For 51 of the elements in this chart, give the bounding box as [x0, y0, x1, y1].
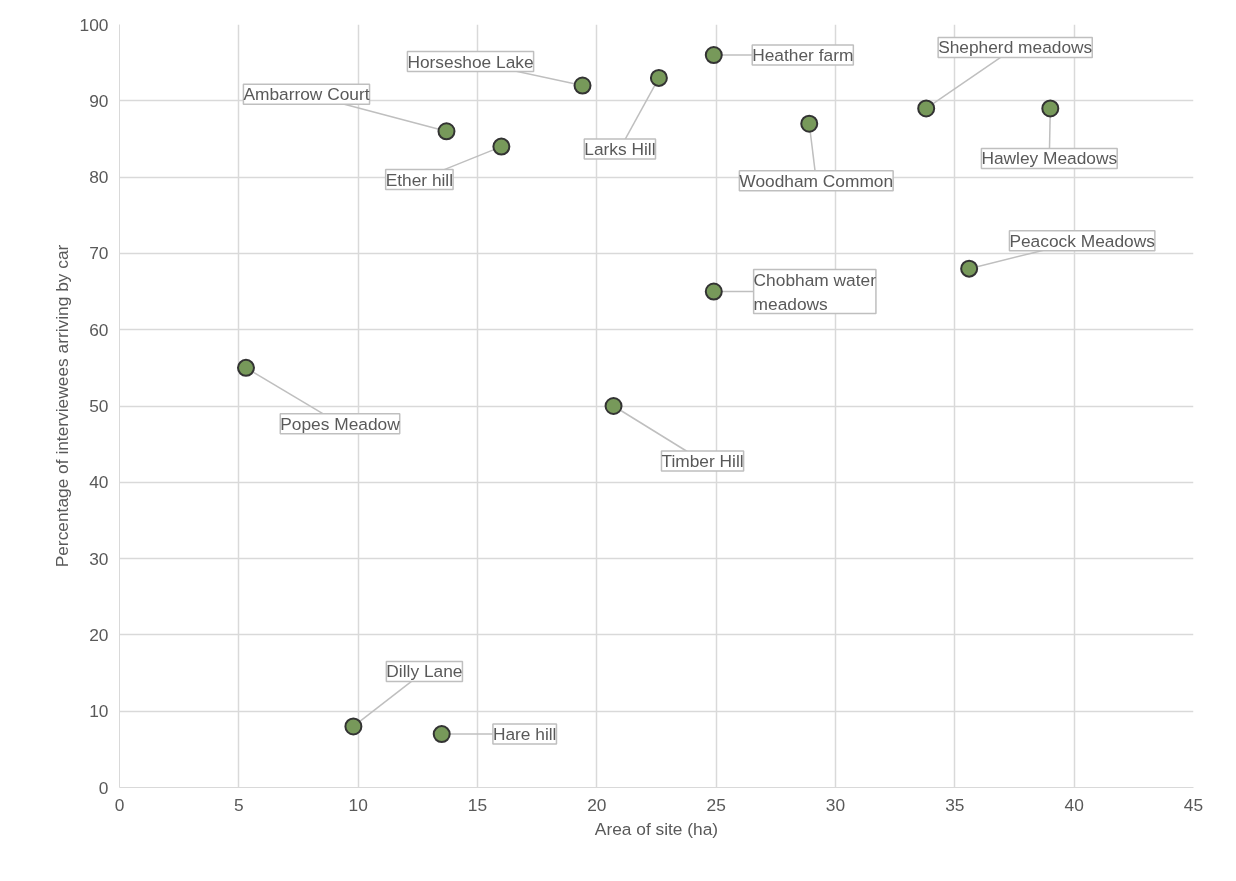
point	[649, 68, 668, 87]
point	[432, 725, 451, 744]
point	[960, 259, 979, 278]
annotation: Heather farm	[752, 45, 854, 66]
x-tick-label: 35	[945, 794, 965, 815]
x-tick-label: 15	[467, 794, 488, 815]
y-tick-label: 30	[89, 548, 109, 569]
annotation: Hawley Meadows	[981, 148, 1118, 169]
point	[800, 114, 819, 133]
annotation: Larks Hill	[584, 138, 656, 159]
x-tick-label: 10	[348, 794, 368, 815]
y-tick-label: 60	[89, 319, 109, 340]
annotation: Dilly Lane	[386, 661, 463, 682]
point	[917, 99, 936, 118]
x-tick-label: 45	[1183, 794, 1204, 815]
x-tick-label: 20	[587, 794, 607, 815]
point	[604, 397, 623, 415]
annotation: Peacock Meadows	[1009, 230, 1156, 251]
y-tick-label: 0	[98, 777, 109, 798]
y-tick-label: 70	[89, 243, 109, 264]
annotation: Chobham water meadows	[753, 269, 877, 314]
x-tick-label: 0	[114, 794, 125, 815]
y-tick-label: 80	[89, 167, 109, 188]
annotation: Woodham Common	[739, 170, 894, 191]
point	[492, 137, 511, 156]
point	[704, 282, 723, 301]
x-tick-label: 5	[234, 794, 244, 815]
annotation: Ether hill	[385, 169, 454, 190]
annotation: Hare hill	[492, 724, 557, 745]
point	[1041, 99, 1060, 118]
x-tick-label: 40	[1064, 794, 1084, 815]
y-tick-label: 10	[89, 701, 109, 722]
x-axis-title: Area of site (ha)	[594, 818, 719, 839]
annotation: Popes Meadow	[280, 413, 401, 434]
point	[236, 358, 255, 377]
y-tick-label: 50	[89, 396, 109, 416]
y-axis-title: Percentage of interviewees arriving by car	[51, 244, 72, 568]
x-tick-label: 25	[706, 794, 726, 815]
y-tick-label: 90	[89, 90, 109, 111]
annotation: Shepherd meadows	[938, 37, 1093, 58]
annotation: Horseshoe Lake	[407, 51, 534, 72]
y-tick-label: 20	[89, 624, 109, 645]
point	[573, 76, 592, 95]
point	[344, 717, 363, 736]
point	[437, 122, 456, 141]
y-tick-label: 100	[79, 14, 109, 35]
annotation: Timber Hill	[661, 451, 744, 471]
point	[704, 46, 723, 64]
x-tick-label: 30	[825, 794, 846, 815]
y-tick-label: 40	[89, 472, 109, 493]
annotation: Ambarrow Court	[243, 84, 370, 105]
